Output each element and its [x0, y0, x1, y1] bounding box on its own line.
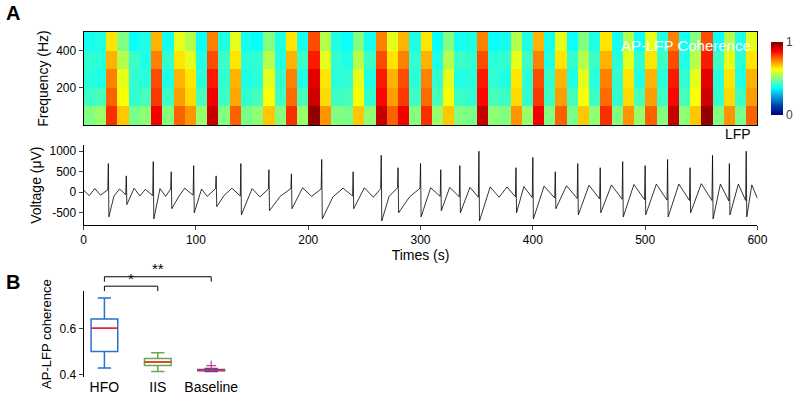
- svg-text:0.6: 0.6: [60, 322, 77, 336]
- svg-text:500: 500: [635, 233, 655, 247]
- svg-text:400: 400: [523, 233, 543, 247]
- svg-text:200: 200: [56, 81, 76, 95]
- svg-text:0: 0: [786, 108, 793, 122]
- svg-text:Baseline: Baseline: [184, 379, 238, 395]
- svg-text:HFO: HFO: [90, 379, 120, 395]
- svg-text:LFP: LFP: [725, 126, 751, 142]
- svg-text:B: B: [6, 271, 20, 293]
- svg-text:300: 300: [411, 233, 431, 247]
- svg-text:400: 400: [56, 44, 76, 58]
- svg-text:**: **: [152, 260, 164, 277]
- svg-text:200: 200: [298, 233, 318, 247]
- svg-text:Frequency (Hz): Frequency (Hz): [35, 30, 51, 126]
- svg-text:0.4: 0.4: [60, 368, 77, 382]
- svg-text:0: 0: [70, 185, 77, 199]
- svg-text:Times (s): Times (s): [392, 247, 450, 263]
- svg-text:A: A: [6, 2, 20, 24]
- svg-text:600: 600: [747, 233, 767, 247]
- svg-text:Voltage (μV): Voltage (μV): [28, 146, 44, 223]
- svg-text:AP-LFP coherence: AP-LFP coherence: [39, 279, 54, 389]
- svg-text:100: 100: [186, 233, 206, 247]
- svg-text:IIS: IIS: [149, 379, 166, 395]
- svg-text:1: 1: [786, 35, 793, 49]
- svg-text:500: 500: [56, 165, 76, 179]
- svg-text:AP-LFP Coherence: AP-LFP Coherence: [621, 37, 751, 54]
- svg-text:1000: 1000: [50, 144, 77, 158]
- svg-text:0: 0: [80, 233, 87, 247]
- svg-text:-500: -500: [52, 206, 76, 220]
- svg-text:*: *: [128, 270, 134, 287]
